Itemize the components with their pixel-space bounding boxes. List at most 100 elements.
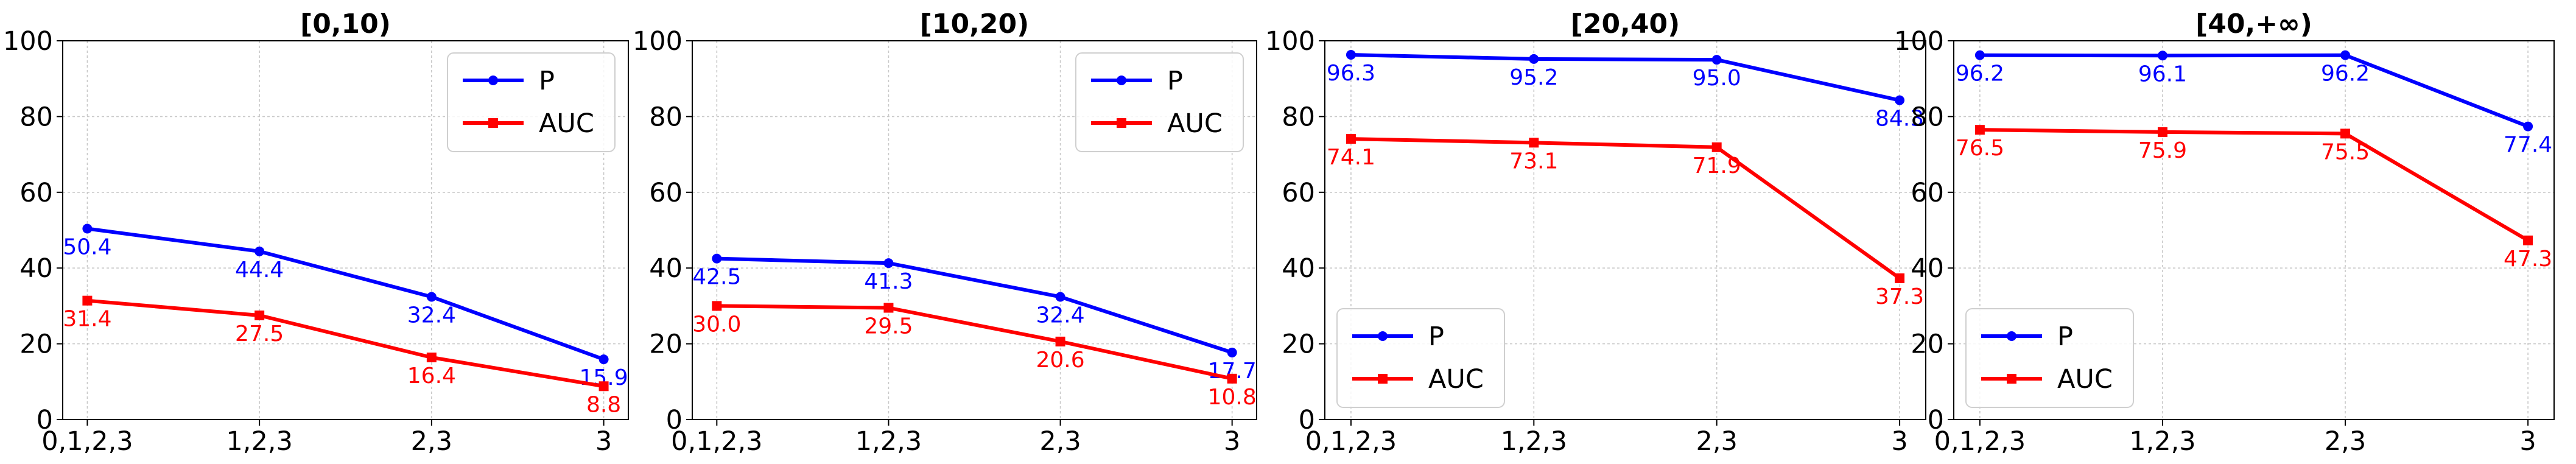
data-point: [254, 310, 265, 320]
legend-label-p: P: [1167, 66, 1183, 96]
panel-title: [40,+∞): [2195, 9, 2312, 40]
x-tick-label: 2,3: [1039, 426, 1081, 457]
y-tick-label: 60: [649, 178, 683, 208]
data-label: 50.4: [63, 235, 111, 260]
data-point: [1055, 336, 1065, 346]
data-label: 32.4: [407, 303, 456, 328]
chart-panel-2: 0 20 40 60 80 100 0,1,2,3 1,2,3 2,3 3 [10,20) 42.5 4…: [633, 9, 1257, 457]
x-tick-label: 2,3: [411, 426, 452, 457]
data-point: [426, 292, 437, 302]
y-tick-label: 20: [1911, 329, 1944, 360]
data-point: [82, 295, 93, 306]
data-label: 95.2: [1509, 65, 1558, 90]
data-label: 76.5: [1956, 136, 2004, 161]
data-label: 29.5: [864, 314, 913, 339]
data-point: [712, 301, 722, 311]
data-label: 47.3: [2504, 247, 2552, 272]
y-tick-label: 100: [3, 26, 53, 57]
series-line-auc: [1979, 128, 2529, 242]
legend-marker: [1378, 374, 1388, 384]
y-tick-label: 40: [1282, 253, 1315, 284]
y-tick-label: 80: [649, 102, 683, 132]
data-label: 16.4: [407, 364, 456, 388]
y-tick-label: 40: [1911, 253, 1944, 284]
legend-marker: [2007, 374, 2016, 384]
legend-label-auc: AUC: [1167, 108, 1223, 139]
x-tick-label: 0,1,2,3: [41, 426, 133, 457]
data-label: 96.2: [2321, 62, 2370, 86]
legend-label-auc: AUC: [2057, 364, 2113, 395]
data-point: [712, 253, 722, 264]
data-point: [1895, 273, 1905, 283]
data-label: 95.0: [1693, 66, 1741, 91]
y-tick-label: 0: [1928, 405, 1944, 435]
data-point: [2157, 127, 2167, 137]
y-tick-label: 80: [1911, 102, 1944, 132]
x-tick-label: 1,2,3: [226, 426, 292, 457]
x-tick-label: 3: [595, 426, 612, 457]
y-tick-label: 0: [666, 405, 683, 435]
data-point: [1227, 373, 1237, 384]
data-point: [1711, 142, 1722, 152]
y-tick-label: 80: [1282, 102, 1315, 132]
data-label: 10.8: [1208, 385, 1257, 410]
y-tick-label: 60: [1911, 178, 1944, 208]
data-label: 75.9: [2138, 138, 2187, 163]
x-tick-label: 1,2,3: [2129, 426, 2195, 457]
legend-marker: [1117, 76, 1126, 85]
legend-marker: [488, 118, 498, 128]
data-point: [1711, 55, 1722, 65]
chart-panel-4: 0 20 40 60 80 100 0,1,2,3 1,2,3 2,3 3 [40,+∞) 96.2 9…: [1894, 9, 2555, 457]
x-tick-label: 1,2,3: [1501, 426, 1567, 457]
legend-marker: [1117, 118, 1126, 128]
y-tick-label: 40: [649, 253, 683, 284]
data-label: 77.4: [2504, 133, 2552, 158]
legend-marker: [488, 76, 498, 85]
series-line-p: [717, 256, 1233, 354]
data-label: 20.6: [1036, 348, 1084, 373]
y-tick-label: 100: [633, 26, 683, 57]
x-tick-label: 3: [1891, 426, 1907, 457]
plot-frame: [1953, 40, 2555, 420]
x-tick-label: 0,1,2,3: [1934, 426, 2026, 457]
legend: P AUC: [447, 52, 616, 152]
y-tick-label: 40: [19, 253, 53, 284]
plot-frame: [62, 40, 629, 420]
y-tick-label: 0: [1299, 405, 1315, 435]
y-tick-label: 60: [1282, 178, 1315, 208]
x-tick-label: 0,1,2,3: [1305, 426, 1397, 457]
series-line-auc: [1350, 137, 1901, 280]
data-label: 71.9: [1693, 153, 1741, 178]
data-label: 41.3: [864, 269, 913, 294]
x-tick-label: 2,3: [2325, 426, 2366, 457]
data-point: [1055, 292, 1065, 302]
chart-panel-1: 0 20 40 60 80 100 0,1,2,3 1,2,3 2,3 3 [0,10) 50.4 44…: [3, 9, 629, 457]
data-point: [598, 381, 609, 392]
legend-label-auc: AUC: [539, 108, 594, 139]
data-point: [1529, 138, 1539, 148]
data-point: [2523, 235, 2533, 245]
data-label: 44.4: [235, 258, 284, 283]
plot-frame: [692, 40, 1257, 420]
data-point: [82, 223, 93, 234]
legend-marker: [2007, 331, 2016, 341]
x-tick-label: 3: [2519, 426, 2536, 457]
y-tick-label: 60: [19, 178, 53, 208]
panel-title: [0,10): [300, 9, 391, 40]
data-point: [1974, 125, 1985, 135]
x-tick-label: 1,2,3: [855, 426, 922, 457]
y-tick-label: 100: [1265, 26, 1315, 57]
data-point: [2523, 121, 2533, 132]
panel-title: [20,40): [1571, 9, 1680, 40]
data-point: [883, 258, 894, 269]
y-tick-label: 0: [37, 405, 53, 435]
y-tick-label: 20: [19, 329, 53, 360]
data-label: 96.1: [2138, 62, 2187, 86]
data-label: 75.5: [2321, 139, 2370, 164]
plot-frame: [1324, 40, 1926, 420]
data-point: [426, 352, 437, 362]
data-point: [2340, 50, 2351, 60]
legend-marker: [1378, 331, 1388, 341]
data-label: 27.5: [235, 322, 284, 346]
